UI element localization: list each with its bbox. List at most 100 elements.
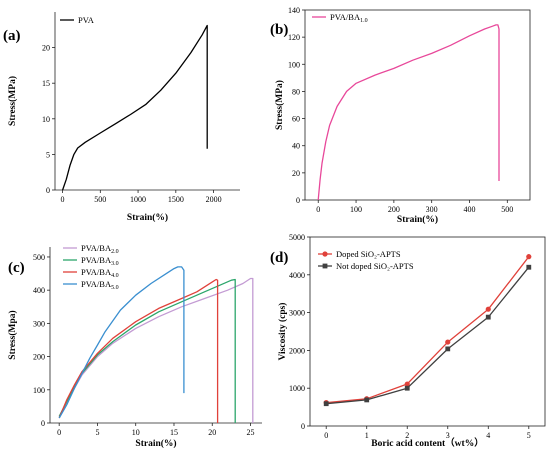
legend-label-subscript: 1.0 [360,18,368,24]
series-line-3 [58,278,219,423]
x-tick-label: 25 [247,428,255,437]
y-tick-label: 1000 [289,384,305,393]
y-tick-label: 3000 [289,309,305,318]
legend-label: PVA [78,15,95,25]
x-tick-label: 4 [486,431,490,440]
y-tick-label: 5000 [289,233,305,242]
legend-label-text: Doped SiO₂-APTS [336,249,401,259]
x-tick-label: 100 [350,205,362,214]
x-tick-label: 3 [446,431,450,440]
x-axis-label: Strain(%) [135,438,176,449]
series-line-4 [58,266,185,419]
y-tick-label: 4000 [289,271,305,280]
x-tick-label: 1 [365,431,369,440]
legend-label-subscript: 2.0 [111,249,119,255]
y-tick-label: 300 [33,319,45,328]
x-axis-label: Strain(%) [397,214,438,225]
y-tick-label: 0 [301,422,305,431]
y-tick-label: 80 [292,87,300,96]
panel-letter: (b) [270,22,288,38]
legend-label: PVA/BA3.0 [81,255,119,267]
data-point [485,314,491,320]
x-tick-label: 20 [208,428,216,437]
data-point [526,264,532,270]
chart-panel-4: 0 1 2 3 4 5 0 1000 2000 3000 4000 5000 Boric acid co… [270,233,546,449]
legend-label: PVA/BA2.0 [81,243,119,255]
legend-label-text: PVA/BA [330,12,361,22]
series-line-1 [326,256,530,404]
y-tick-label: 40 [292,142,300,151]
legend-label: PVA/BA5.0 [81,279,119,291]
x-tick-label: 15 [170,428,178,437]
legend-label-subscript: 4.0 [111,273,119,279]
series-line-2 [58,278,236,423]
legend-marker [322,263,328,269]
y-tick-label: 140 [288,6,300,15]
y-tick-label: 20 [42,44,50,53]
x-tick-label: 1000 [130,195,146,204]
legend-label: Not doped SiO₂-APTS [336,261,414,271]
legend-label-subscript: 5.0 [111,285,119,291]
series-line-2 [326,266,530,405]
y-tick-label: 2000 [289,346,305,355]
data-point [445,339,451,345]
x-tick-label: 2 [405,431,409,440]
series-line-1 [58,277,254,423]
y-tick-label: 100 [288,60,300,69]
legend-marker [322,251,328,257]
y-axis-label: Stress(Mpa) [7,310,18,359]
series-line-1 [317,24,500,201]
chart-panel-1: 0 500 1000 1500 2000 0 5 10 15 20 Strain(%) Stress(… [3,12,240,223]
y-tick-label: 60 [292,115,300,124]
legend-label: PVA/BA1.0 [330,12,368,24]
y-tick-label: 0 [46,186,50,195]
data-point [323,401,329,407]
y-tick-label: 500 [33,253,45,262]
legend-label-text: PVA/BA [81,255,112,265]
x-tick-label: 500 [501,205,513,214]
x-tick-label: 5 [95,428,99,437]
plot-frame [304,9,531,201]
y-tick-label: 200 [33,353,45,362]
x-tick-label: 500 [94,195,106,204]
x-tick-label: 0 [316,205,320,214]
legend-label-text: PVA/BA [81,267,112,277]
x-tick-label: 5 [527,431,531,440]
y-tick-label: 5 [46,150,50,159]
x-tick-label: 10 [132,428,140,437]
x-tick-label: 0 [57,428,61,437]
panel-letter: (a) [3,28,21,44]
y-tick-label: 20 [292,169,300,178]
data-point [485,306,491,312]
y-tick-label: 400 [33,286,45,295]
data-point [404,381,410,387]
series-line-1 [61,24,208,191]
chart-panel-3: 0 5 10 15 20 25 0 100 200 300 400 500 Strain(%) Stres… [7,243,262,449]
legend: PVA [60,15,95,25]
legend-label-text: PVA/BA [81,243,112,253]
legend-label-text: Not doped SiO₂-APTS [336,261,414,271]
data-point [364,397,370,403]
legend: PVA/BA1.0 [312,12,368,24]
y-tick-label: 0 [296,196,300,205]
y-tick-label: 0 [41,419,45,428]
x-tick-label: 1500 [168,195,184,204]
legend-label-text: PVA [78,15,95,25]
x-tick-label: 400 [463,205,475,214]
x-tick-label: 200 [388,205,400,214]
legend-label: Doped SiO₂-APTS [336,249,401,259]
y-axis-label: Stress(MPa) [274,80,285,130]
data-point [404,385,410,391]
x-axis-label: Boric acid content（wt%） [371,437,483,449]
legend: Doped SiO₂-APTS Not doped SiO₂-APTS [318,249,414,271]
x-axis-label: Strain(%) [127,212,168,223]
data-point [445,346,451,352]
legend-label-subscript: 3.0 [111,261,119,267]
legend-label-text: PVA/BA [81,279,112,289]
panel-letter: (c) [8,260,25,276]
x-tick-label: 0 [324,431,328,440]
panel-letter: (d) [270,250,288,266]
legend-label: PVA/BA4.0 [81,267,119,279]
y-axis-label: Stress(MPa) [7,76,18,126]
